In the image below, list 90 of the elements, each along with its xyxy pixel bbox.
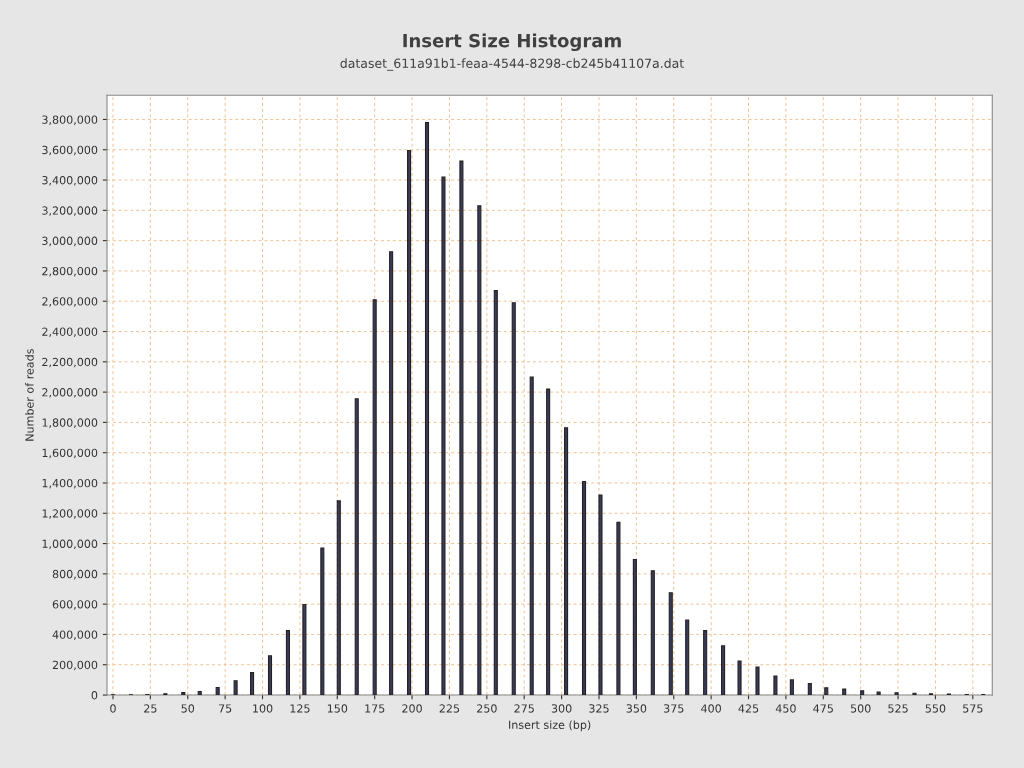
x-tick-label: 425 bbox=[738, 704, 759, 713]
bar bbox=[876, 691, 881, 696]
y-tick-label: 3,600,000 bbox=[42, 145, 98, 156]
x-tick-label: 375 bbox=[663, 704, 684, 713]
y-tick-label: 0 bbox=[91, 691, 98, 700]
bar bbox=[632, 558, 637, 696]
bar bbox=[668, 592, 673, 696]
y-tick-label: 400,000 bbox=[52, 630, 98, 640]
bar bbox=[529, 376, 534, 696]
bar bbox=[459, 160, 464, 696]
x-tick-label: 475 bbox=[813, 704, 833, 713]
x-tick-label: 500 bbox=[850, 704, 871, 713]
bar bbox=[721, 645, 726, 696]
y-tick-label: 2,400,000 bbox=[42, 327, 98, 338]
y-tick-label: 2,600,000 bbox=[42, 297, 98, 307]
y-tick-label: 3,200,000 bbox=[42, 206, 98, 216]
x-tick-label: 150 bbox=[327, 704, 348, 713]
bar bbox=[581, 480, 587, 696]
x-tick-label: 225 bbox=[439, 704, 460, 713]
bar bbox=[424, 121, 430, 696]
y-tick-label: 1,600,000 bbox=[42, 448, 98, 459]
bar bbox=[737, 660, 742, 696]
bar bbox=[215, 686, 220, 696]
bar bbox=[389, 251, 394, 696]
bar bbox=[598, 494, 603, 696]
bar bbox=[807, 683, 812, 696]
bar bbox=[477, 205, 482, 696]
y-tick-label: 2,800,000 bbox=[42, 266, 98, 277]
x-tick-label: 400 bbox=[701, 704, 721, 713]
x-tick-label: 550 bbox=[925, 704, 946, 713]
y-tick-label: 2,200,000 bbox=[42, 357, 98, 368]
y-tick-label: 3,000,000 bbox=[42, 236, 98, 247]
x-tick-label: 200 bbox=[402, 704, 422, 713]
bar bbox=[302, 603, 307, 696]
bar bbox=[354, 398, 359, 696]
x-tick-label: 125 bbox=[290, 704, 310, 713]
bar bbox=[493, 290, 498, 696]
bar bbox=[842, 688, 847, 696]
chart-title: Insert Size Histogram bbox=[403, 33, 621, 52]
bar bbox=[650, 570, 655, 696]
bar bbox=[197, 691, 202, 696]
x-tick-label: 450 bbox=[775, 704, 796, 713]
x-tick-label: 100 bbox=[253, 704, 273, 713]
y-tick-label: 3,800,000 bbox=[42, 115, 98, 125]
bar bbox=[773, 675, 778, 696]
bar bbox=[511, 302, 516, 696]
bar bbox=[320, 547, 325, 696]
y-axis-title: Number of reads bbox=[25, 349, 34, 441]
x-tick-label: 175 bbox=[365, 704, 385, 713]
y-tick-label: 200,000 bbox=[52, 660, 98, 671]
x-tick-label: 300 bbox=[551, 704, 572, 713]
x-tick-label: 250 bbox=[477, 704, 497, 713]
x-tick-label: 275 bbox=[514, 704, 534, 713]
bar bbox=[616, 521, 621, 696]
x-tick-label: 75 bbox=[218, 704, 232, 713]
x-tick-label: 25 bbox=[144, 704, 157, 713]
bar bbox=[336, 500, 341, 696]
chart-subtitle: dataset_611a91b1-feaa-4544-8298-cb245b41107a.dat bbox=[340, 58, 684, 71]
y-tick-label: 1,800,000 bbox=[42, 418, 98, 428]
y-tick-label: 2,000,000 bbox=[42, 388, 98, 398]
bar bbox=[564, 427, 569, 696]
bar bbox=[250, 671, 255, 696]
bar bbox=[703, 630, 708, 696]
bar bbox=[233, 680, 238, 696]
x-tick-label: 0 bbox=[110, 704, 116, 713]
bar bbox=[285, 629, 290, 696]
x-tick-label: 50 bbox=[181, 704, 195, 713]
y-tick-label: 3,400,000 bbox=[42, 176, 98, 186]
bar bbox=[789, 679, 794, 696]
bar bbox=[441, 176, 446, 696]
x-tick-label: 350 bbox=[626, 704, 647, 713]
bar bbox=[755, 666, 760, 696]
bar bbox=[860, 690, 865, 696]
bar bbox=[824, 687, 829, 696]
bar bbox=[407, 149, 412, 696]
bar bbox=[267, 655, 273, 696]
bar bbox=[546, 388, 551, 696]
bar bbox=[372, 299, 377, 696]
y-tick-label: 1,000,000 bbox=[42, 539, 98, 550]
x-tick-label: 325 bbox=[589, 704, 609, 713]
y-tick-label: 1,400,000 bbox=[42, 478, 98, 489]
y-tick-label: 1,200,000 bbox=[42, 509, 98, 519]
bar bbox=[685, 619, 690, 696]
bar bbox=[894, 692, 899, 696]
bar bbox=[181, 692, 186, 696]
x-tick-label: 525 bbox=[888, 704, 908, 713]
y-tick-label: 600,000 bbox=[52, 600, 98, 610]
x-axis-title: Insert size (bp) bbox=[509, 720, 591, 732]
y-tick-label: 800,000 bbox=[52, 569, 98, 580]
x-tick-label: 575 bbox=[963, 704, 983, 713]
